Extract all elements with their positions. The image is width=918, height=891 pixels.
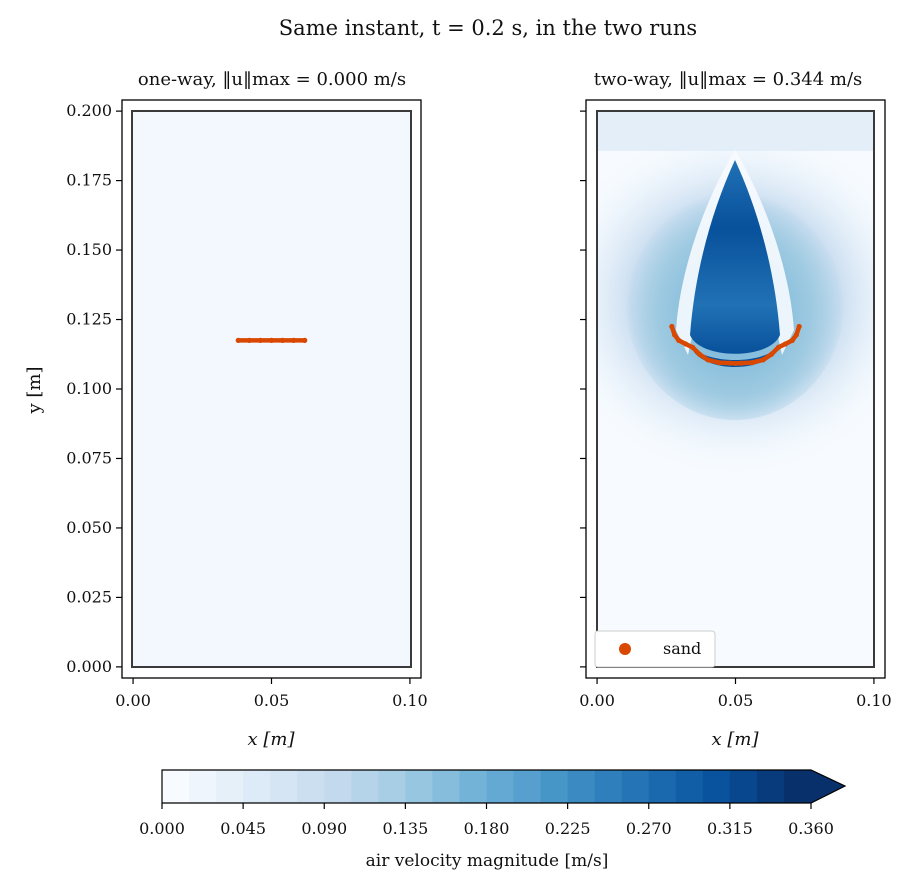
colorbar-tick-label: 0.180 [464,819,510,838]
colorbar-tick-label: 0.135 [382,819,428,838]
colorbar-tick-label: 0.225 [545,819,591,838]
right-panel: two-way, ‖u‖max = 0.344 m/s 0.00 0.05 0.10… [579,69,892,750]
right-sand-particle [676,337,682,343]
colorbar-tick-label: 0.000 [139,819,185,838]
colorbar-level [675,770,704,803]
colorbar-label: air velocity magnitude [m/s] [366,851,609,871]
left-sand-particle [291,337,297,343]
colorbar-level [567,770,596,803]
colorbar-level [378,770,406,803]
left-xtick-label: 0.10 [392,691,428,710]
colorbar-level [324,770,352,803]
colorbar-tick-label: 0.360 [788,819,834,838]
legend-sand-marker [619,643,631,655]
right-sand-particle [671,332,678,338]
colorbar-level [783,770,812,803]
right-sand-particle [716,360,722,366]
ytick-label: 0.150 [66,240,112,259]
right-sand-particle [727,360,733,366]
colorbar-level [486,770,515,803]
colorbar-level [540,770,569,803]
colorbar: 0.000 0.045 0.090 0.135 0.180 0.225 0.270 0.315… [139,769,847,871]
figure-title: Same instant, t = 0.2 s, in the two runs [279,16,697,40]
ytick-label: 0.100 [66,379,112,398]
right-sand-particle [705,357,711,363]
right-sand-particle [683,341,689,347]
ytick-label: 0.175 [66,171,112,190]
right-sand-particle [669,323,675,330]
colorbar-level [405,770,434,803]
left-sand-particle [268,337,275,343]
right-xtick-label: 0.10 [856,691,892,710]
legend: sand [594,630,716,668]
right-xtick-label: 0.05 [718,691,754,710]
left-y-axis-label: y [m] [24,366,45,414]
colorbar-level [351,770,379,803]
right-sand-particle [793,332,800,338]
colorbar-tick-label: 0.045 [220,819,266,838]
colorbar-level [648,770,677,803]
colorbar-level [243,770,271,803]
ytick-label: 0.000 [66,657,112,676]
left-xtick-label: 0.05 [254,691,290,710]
left-panel: one-way, ‖u‖max = 0.000 m/s 0.000 0.025 0.… [24,69,428,750]
left-sand-particle [257,337,264,343]
colorbar-level [162,770,190,803]
right-panel-title: two-way, ‖u‖max = 0.344 m/s [594,69,863,90]
right-xtick-label: 0.00 [579,691,615,710]
left-xtick-label: 0.00 [115,691,151,710]
field-white-edge [676,150,794,355]
colorbar-level [189,770,217,803]
colorbar-level [459,770,488,803]
legend-sand-label: sand [663,639,701,658]
colorbar-level [270,770,298,803]
left-sand-particle [279,337,286,343]
colorbar-level [594,770,623,803]
left-sand-particle [302,337,308,343]
colorbar-tick-label: 0.315 [707,819,753,838]
colorbar-level [621,770,650,803]
left-domain-box [131,110,412,668]
right-x-axis-label: x [m] [712,729,760,750]
right-sand-particle [789,337,795,343]
left-sand-particle [246,337,252,343]
left-sand-particle [235,337,241,343]
ytick-label: 0.025 [66,587,112,606]
ytick-label: 0.125 [66,310,112,329]
right-sand-particle [689,344,696,350]
left-x-axis-label: x [m] [248,729,296,750]
field-top-band [597,111,874,151]
ytick-label: 0.075 [66,448,112,467]
colorbar-level [702,770,731,803]
colorbar-level [513,770,542,803]
colorbar-level [756,770,785,803]
left-panel-title: one-way, ‖u‖max = 0.000 m/s [138,69,406,90]
right-sand-particle [775,344,782,350]
right-sand-particle [749,360,755,366]
ytick-label: 0.050 [66,518,112,537]
right-domain-box [596,110,875,668]
right-sand-particle [738,360,744,366]
colorbar-tick-label: 0.090 [301,819,347,838]
colorbar-level [432,770,461,803]
colorbar-level [216,770,244,803]
right-sand-particle [732,360,739,367]
ytick-label: 0.200 [66,101,112,120]
right-velocity-field [597,111,874,667]
right-sand-particle [796,323,802,330]
right-sand-particle [768,351,775,357]
legend-box [594,630,716,668]
colorbar-extend-arrow [811,770,845,803]
right-sand-particle [760,357,766,363]
right-sand-particle [696,351,703,357]
colorbar-outline [161,769,847,804]
right-sand-particle [782,341,788,347]
left-velocity-field [132,111,411,667]
field-jet-core [690,160,780,354]
colorbar-tick-label: 0.270 [626,819,672,838]
colorbar-level [729,770,758,803]
colorbar-level [297,770,325,803]
